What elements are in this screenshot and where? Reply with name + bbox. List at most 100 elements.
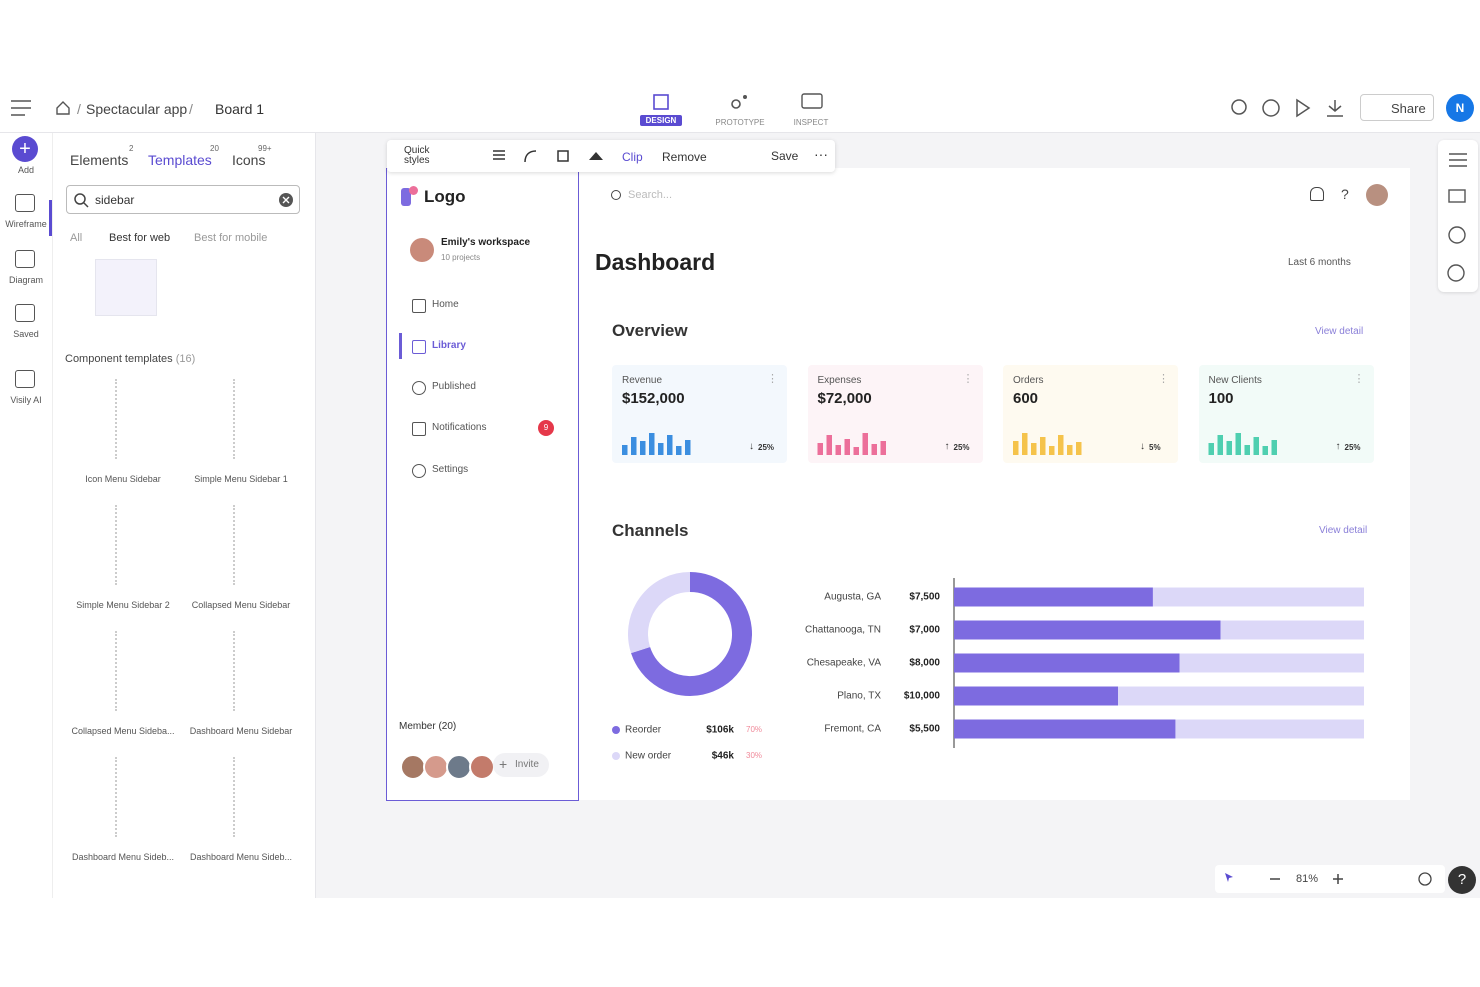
profile-avatar[interactable] <box>1366 184 1388 206</box>
remove-button[interactable]: Remove <box>662 150 707 164</box>
card-value: $72,000 <box>817 390 872 407</box>
template-preview[interactable] <box>115 757 133 837</box>
card-menu[interactable]: ⋮ <box>1353 373 1365 385</box>
nav-item[interactable]: Notifications <box>432 422 487 433</box>
card-label: Orders <box>1013 375 1044 386</box>
rail-item[interactable]: + Add <box>0 136 52 188</box>
template-thumbnail[interactable] <box>95 259 157 316</box>
card-arrow: ↓ <box>749 441 754 452</box>
tab[interactable]: Elements <box>70 152 129 168</box>
template-preview[interactable] <box>115 379 133 459</box>
user-avatar[interactable]: N <box>1446 94 1474 122</box>
card-menu[interactable]: ⋮ <box>767 373 778 385</box>
nav-active <box>399 333 402 359</box>
help-button[interactable]: ? <box>1448 866 1476 894</box>
invite-plus: + <box>499 756 508 772</box>
card-value: $152,000 <box>622 390 685 407</box>
card-change: 25% <box>1344 443 1361 452</box>
page-title: Dashboard <box>595 249 716 275</box>
mode-design[interactable]: DESIGN <box>640 88 682 128</box>
workspace-name[interactable]: Emily's workspace <box>441 237 531 248</box>
top-icons[interactable] <box>1310 187 1324 201</box>
save-button[interactable]: Save <box>771 149 799 163</box>
filter[interactable]: Best for mobile <box>194 232 268 244</box>
tab[interactable]: Templates <box>148 152 212 168</box>
card-menu[interactable]: ⋮ <box>962 373 974 385</box>
card-arrow: ↑ <box>944 441 950 452</box>
card-arrow: ↑ <box>1335 441 1341 452</box>
nav-icon <box>412 299 426 313</box>
nav-item[interactable]: Settings <box>432 464 469 475</box>
template-name[interactable]: Dashboard Menu Sideb... <box>189 852 293 862</box>
invite-button[interactable]: Invite + <box>493 753 549 777</box>
template-preview[interactable] <box>233 757 251 837</box>
rail-item[interactable]: Wireframe <box>0 190 52 242</box>
home-icon[interactable] <box>55 100 71 116</box>
more-button[interactable]: ··· <box>814 146 828 162</box>
template-name[interactable]: Simple Menu Sidebar 1 <box>194 474 288 484</box>
card-menu[interactable]: ⋮ <box>1158 373 1169 385</box>
template-preview[interactable] <box>233 631 251 711</box>
zoom-bar: 81% <box>1215 865 1445 893</box>
mode-prototype[interactable]: PROTOTYPE <box>710 88 770 128</box>
tool-icons[interactable] <box>1438 140 1478 292</box>
rail-item[interactable]: Saved <box>0 300 52 352</box>
template-name[interactable]: Dashboard Menu Sidebar <box>189 726 293 736</box>
filter[interactable]: All <box>70 232 83 244</box>
nav-item[interactable]: Published <box>432 381 476 392</box>
range-select[interactable]: Last 6 months <box>1288 257 1351 268</box>
mode-label: DESIGN <box>640 115 682 126</box>
template-name[interactable]: Simple Menu Sidebar 2 <box>76 600 170 610</box>
member-avatar <box>400 754 426 780</box>
search-icon <box>74 193 89 208</box>
rail-item[interactable]: Diagram <box>0 246 52 298</box>
zoom-icons[interactable] <box>1215 865 1445 893</box>
nav-icon <box>412 464 426 478</box>
view-detail[interactable]: View detail <box>1315 326 1364 337</box>
tab-count: 99+ <box>258 144 272 153</box>
logo: Logo <box>424 187 466 206</box>
quick-styles[interactable]: Quick styles <box>404 145 430 166</box>
template-preview[interactable] <box>115 505 133 585</box>
template-name[interactable]: Dashboard Menu Sideb... <box>71 852 175 862</box>
header: / Spectacular app / Board 1 DESIGN PROTO… <box>0 85 1480 133</box>
nav-icon <box>412 340 426 354</box>
rail-active <box>49 200 52 236</box>
clip-button[interactable]: Clip <box>622 150 643 164</box>
template-preview[interactable] <box>115 631 133 711</box>
members-title: Member (20) <box>399 721 457 732</box>
clear-icon[interactable] <box>278 192 294 208</box>
search-box[interactable]: sidebar <box>66 185 300 214</box>
toolbar-icons[interactable] <box>487 146 607 166</box>
share-button[interactable]: Share <box>1360 94 1434 121</box>
rail-icon: + <box>12 136 38 162</box>
template-name[interactable]: Icon Menu Sidebar <box>85 474 161 484</box>
tab[interactable]: Icons <box>232 152 266 168</box>
breadcrumb[interactable]: Board 1 <box>215 101 265 117</box>
breadcrumb[interactable]: Spectacular app <box>86 101 188 117</box>
logo-mark <box>401 188 411 206</box>
template-name[interactable]: Collapsed Menu Sidebar <box>191 600 291 610</box>
view-detail[interactable]: View detail <box>1319 525 1368 536</box>
nav-item[interactable]: Library <box>432 340 466 351</box>
inspect-icon <box>801 93 823 109</box>
template-name[interactable]: Collapsed Menu Sideba... <box>71 726 175 736</box>
template-preview[interactable] <box>233 505 251 585</box>
card-change: 25% <box>953 443 970 452</box>
search-placeholder[interactable]: Search... <box>628 189 673 201</box>
zoom-level[interactable]: 81% <box>1296 873 1319 885</box>
rail-label: Saved <box>13 329 39 339</box>
tab-count: 2 <box>129 144 134 153</box>
workspace-avatar <box>410 238 434 262</box>
nav-item[interactable]: Home <box>432 299 459 310</box>
menu-icon[interactable] <box>10 99 32 117</box>
header-icons[interactable] <box>1228 97 1348 119</box>
card-value: 100 <box>1208 390 1234 407</box>
mode-inspect[interactable]: INSPECT <box>782 88 840 128</box>
help-icon[interactable]: ? <box>1341 186 1349 202</box>
filter[interactable]: Best for web <box>109 232 171 244</box>
invite-label: Invite <box>515 759 539 770</box>
template-preview[interactable] <box>233 379 251 459</box>
rail-item[interactable]: Visily AI <box>0 366 52 418</box>
